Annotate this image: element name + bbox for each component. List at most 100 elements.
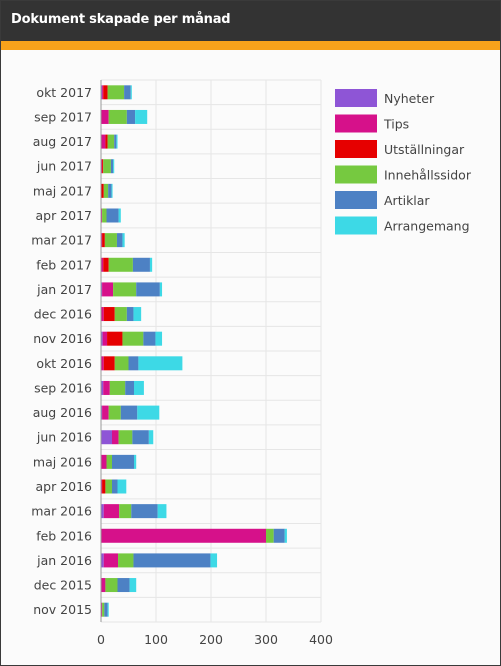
bar-tips [102, 282, 114, 297]
chart-legend: Nyheter Tips Utställningar Innehållssidor Ar… [335, 89, 472, 235]
bar-arrangemang [111, 183, 113, 198]
y-tick-label: apr 2017 [35, 208, 92, 223]
bar-artiklar [110, 159, 114, 174]
bar-tips [101, 307, 104, 322]
bar-innehållssidor [103, 183, 109, 198]
chart-axes: okt 2017 sep 2017 aug 2017 jun 2017 maj 2017… [31, 80, 333, 647]
bar-arrangemang [210, 553, 218, 568]
x-tick-label: 400 [309, 632, 333, 647]
bar-tips [101, 134, 106, 149]
bar-tips [101, 578, 106, 593]
bar-innehållssidor [105, 578, 118, 593]
bar-innehållssidor [107, 85, 125, 100]
bar-artiklar [126, 109, 136, 124]
x-tick-label: 0 [97, 632, 105, 647]
y-tick-label: sep 2016 [34, 380, 92, 395]
y-tick-label: mar 2017 [31, 233, 92, 248]
bar-artiklar [133, 553, 211, 568]
bar-utställningar [107, 331, 123, 346]
bar-arrangemang [129, 578, 137, 593]
bar-innehållssidor [106, 454, 112, 469]
bar-tips [101, 602, 103, 617]
bar-innehållssidor [122, 331, 144, 346]
bar-tips [112, 430, 119, 445]
y-tick-label: dec 2015 [34, 578, 92, 593]
bar-arrangemang [134, 454, 137, 469]
bar-tips [103, 553, 119, 568]
bar-innehållssidor [114, 307, 127, 322]
bar-tips [101, 109, 109, 124]
bar-arrangemang [155, 331, 163, 346]
legend-label-arrangemang: Arrangemang [384, 219, 470, 234]
bar-tips [101, 356, 104, 371]
bar-artiklar [273, 528, 285, 543]
bar-artiklar [131, 504, 158, 519]
bar-utställningar [103, 356, 115, 371]
bar-innehållssidor [108, 257, 133, 272]
bar-nyheter [101, 430, 112, 445]
y-tick-label: apr 2016 [35, 479, 92, 494]
y-tick-label: maj 2016 [33, 454, 92, 469]
y-tick-label: jan 2016 [36, 553, 92, 568]
bar-arrangemang [159, 282, 163, 297]
y-tick-label: aug 2016 [33, 405, 92, 420]
bar-nyheter [101, 282, 103, 297]
bar-tips [101, 479, 103, 494]
bar-innehållssidor [118, 430, 133, 445]
bar-artiklar [112, 479, 118, 494]
x-tick-label: 200 [199, 632, 223, 647]
bar-innehållssidor [103, 159, 111, 174]
y-tick-label: maj 2017 [33, 183, 92, 198]
bar-artiklar [114, 134, 117, 149]
bar-arrangemang [116, 134, 118, 149]
bar-arrangemang [107, 602, 109, 617]
bar-arrangemang [134, 380, 144, 395]
bar-utställningar [102, 479, 106, 494]
bar-utställningar [102, 233, 105, 248]
bar-tips [102, 331, 108, 346]
legend-swatch-arrangemang [335, 216, 377, 235]
y-tick-label: nov 2016 [33, 331, 92, 346]
bar-artiklar [117, 578, 130, 593]
bar-innehållssidor [109, 380, 126, 395]
bar-utställningar [105, 134, 108, 149]
bar-artiklar [116, 233, 123, 248]
bar-artiklar [104, 602, 108, 617]
bar-arrangemang [135, 109, 148, 124]
bar-arrangemang [137, 405, 160, 420]
bar-tips [101, 233, 103, 248]
widget-header: Dokument skapade per månad [1, 1, 500, 41]
bar-utställningar [103, 257, 109, 272]
bar-arrangemang [157, 504, 167, 519]
bar-nyheter [101, 380, 104, 395]
legend-swatch-artiklar [335, 191, 377, 209]
legend-swatch-tips [335, 114, 377, 133]
bar-artiklar [132, 257, 150, 272]
bar-innehållssidor [119, 504, 132, 519]
bar-utställningar [102, 159, 104, 174]
bar-innehållssidor [118, 553, 134, 568]
bar-artiklar [108, 183, 112, 198]
bar-nyheter [101, 331, 103, 346]
bar-innehållssidor [108, 109, 127, 124]
y-tick-label: jan 2017 [36, 282, 92, 297]
bar-tips [101, 208, 103, 223]
bar-arrangemang [118, 208, 121, 223]
bar-tips [101, 257, 104, 272]
bar-innehållssidor [108, 405, 121, 420]
legend-label-nyheter: Nyheter [384, 91, 435, 106]
y-tick-label: dec 2016 [34, 307, 92, 322]
bar-utställningar [101, 183, 104, 198]
bar-nyheter [101, 504, 104, 519]
bar-arrangemang [117, 479, 127, 494]
chart-bars [101, 85, 287, 617]
bar-artiklar [124, 85, 131, 100]
y-tick-label: okt 2016 [36, 356, 92, 371]
bar-artiklar [136, 282, 160, 297]
bar-artiklar [143, 331, 156, 346]
y-tick-label: jun 2017 [36, 159, 92, 174]
y-tick-label: nov 2015 [33, 602, 92, 617]
y-tick-label: okt 2017 [36, 85, 92, 100]
bar-arrangemang [284, 528, 287, 543]
